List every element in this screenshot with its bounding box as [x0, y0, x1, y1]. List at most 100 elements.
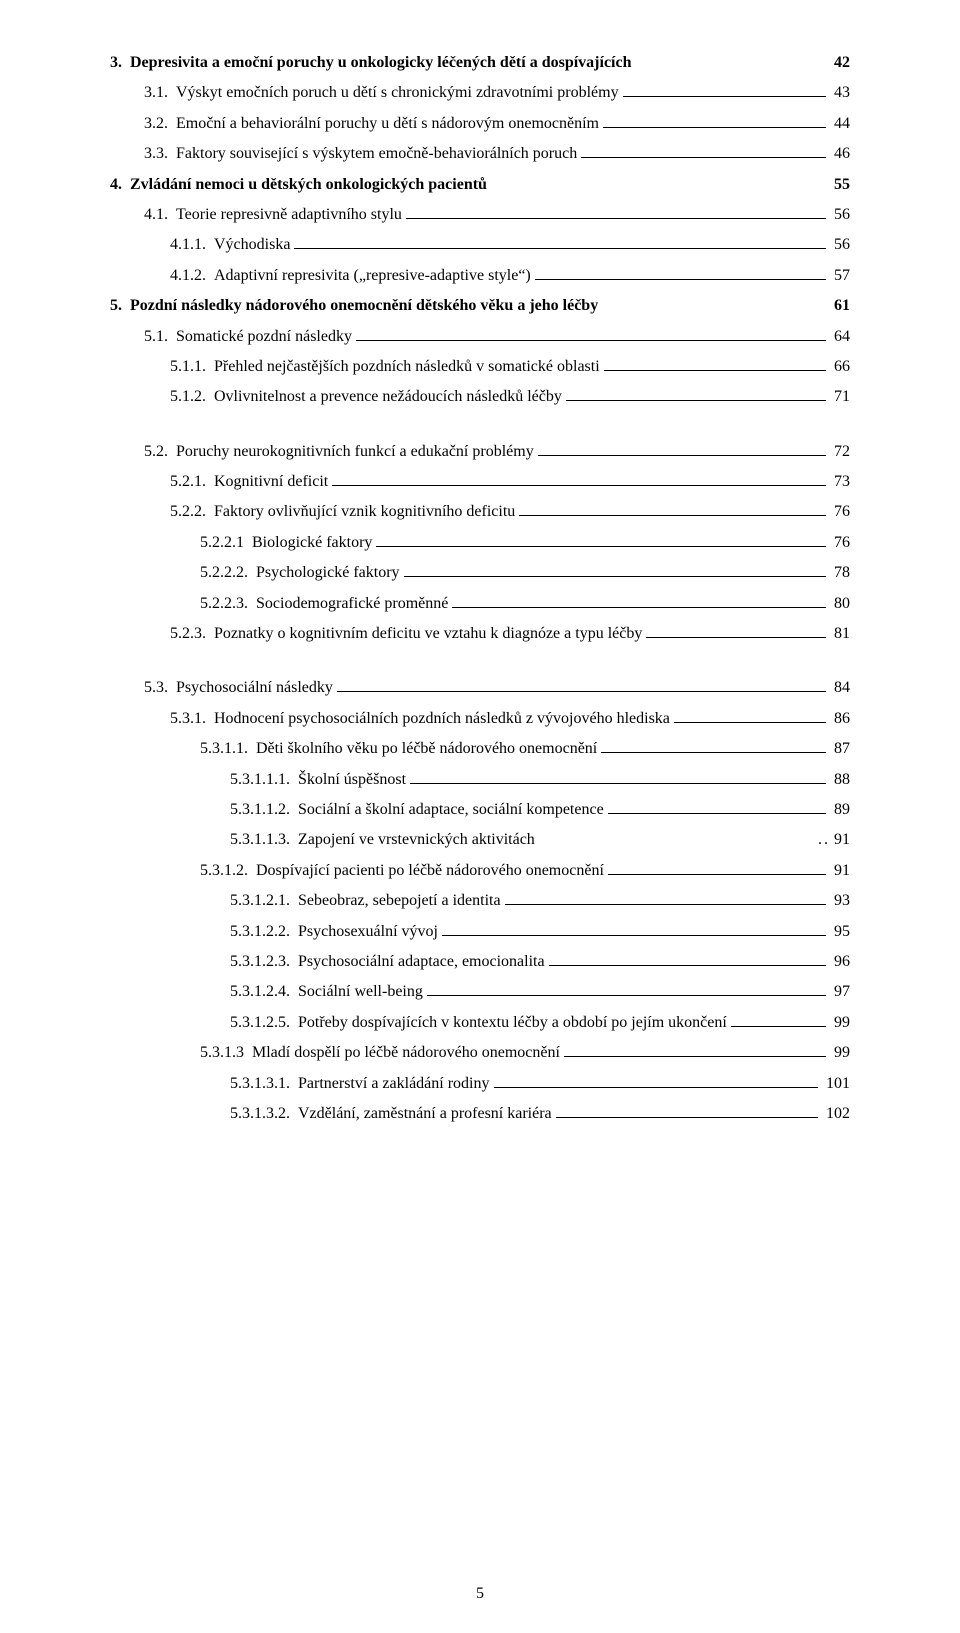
toc-leader — [406, 209, 826, 219]
toc-entry-page: 46 — [830, 139, 850, 169]
toc-leader — [674, 713, 826, 723]
toc-entry-title: Psychologické faktory — [256, 558, 400, 588]
toc-entry: 5.3.1.2.2.Psychosexuální vývoj95 — [110, 917, 850, 947]
toc-leader — [538, 446, 826, 456]
toc-entry-number: 5.2.3. — [170, 619, 214, 649]
toc-entry-number: 5.3.1.2.1. — [230, 886, 298, 916]
toc-entry: 5.3.1.2.Dospívající pacienti po léčbě ná… — [110, 856, 850, 886]
toc-leader — [604, 361, 826, 371]
toc-entry-page: 84 — [830, 673, 850, 703]
toc-entry-number: 5.3.1.1.2. — [230, 795, 298, 825]
toc-entry: 5.3.1.2.5.Potřeby dospívajících v kontex… — [110, 1008, 850, 1038]
toc-entry-page: 73 — [830, 467, 850, 497]
toc-entry: 4.1.2.Adaptivní represivita („represive-… — [110, 261, 850, 291]
toc-leader — [646, 628, 826, 638]
toc-entry-title: Sociodemografické proměnné — [256, 589, 448, 619]
toc-entry: 5.1.1.Přehled nejčastějších pozdních nás… — [110, 352, 850, 382]
toc-entry-number: 5.2. — [144, 437, 176, 467]
toc-entry-page: 97 — [830, 977, 850, 1007]
toc-leader — [566, 392, 826, 402]
toc-entry-number: 4.1. — [144, 200, 176, 230]
toc-entry: 5.2.2.3.Sociodemografické proměnné80 — [110, 589, 850, 619]
toc-entry-page: 95 — [830, 917, 850, 947]
toc-entry-page: 44 — [830, 109, 850, 139]
toc-entry: 5.3.1.1.2.Sociální a školní adaptace, so… — [110, 795, 850, 825]
toc-entry-page: 76 — [830, 528, 850, 558]
toc-entry: 3.Depresivita a emoční poruchy u onkolog… — [110, 48, 850, 78]
toc-entry-page: 71 — [830, 382, 850, 412]
toc-entry-title: Emoční a behaviorální poruchy u dětí s n… — [176, 109, 599, 139]
toc-entry: 4.1.Teorie represivně adaptivního stylu 5… — [110, 200, 850, 230]
toc-entry: 5.3.1.1.1.Školní úspěšnost88 — [110, 765, 850, 795]
toc-leader — [294, 240, 826, 250]
toc-list: 3.Depresivita a emoční poruchy u onkolog… — [110, 48, 850, 1129]
toc-leader — [491, 180, 826, 189]
toc-leader — [535, 270, 826, 280]
toc-entry-number: 5.3.1.3 — [200, 1038, 252, 1068]
toc-entry-title: Poruchy neurokognitivních funkcí a eduka… — [176, 437, 534, 467]
toc-entry-number: 5.3.1.2. — [200, 856, 256, 886]
toc-leader — [332, 476, 826, 486]
toc-entry-page: 64 — [830, 322, 850, 352]
toc-entry: 4.1.1.Východiska56 — [110, 230, 850, 260]
toc-entry-title: Psychosociální adaptace, emocionalita — [298, 947, 545, 977]
toc-entry-title: Přehled nejčastějších pozdních následků … — [214, 352, 600, 382]
toc-entry: 5.1.2.Ovlivnitelnost a prevence nežádouc… — [110, 382, 850, 412]
toc-entry-number: 4.1.1. — [170, 230, 214, 260]
toc-entry-number: 4.1.2. — [170, 261, 214, 291]
toc-entry-title: Teorie represivně adaptivního stylu — [176, 200, 402, 230]
toc-entry-number: 5.2.2. — [170, 497, 214, 527]
toc-entry-title: Poznatky o kognitivním deficitu ve vztah… — [214, 619, 642, 649]
toc-entry-title: Dospívající pacienti po léčbě nádorového… — [256, 856, 604, 886]
toc-entry-number: 4. — [110, 170, 130, 200]
toc-entry-number: 5.2.1. — [170, 467, 214, 497]
toc-leader — [556, 1108, 818, 1118]
toc-entry-number: 3.3. — [144, 139, 176, 169]
toc-entry: 3.1.Výskyt emočních poruch u dětí s chro… — [110, 78, 850, 108]
toc-entry-number: 5.1.2. — [170, 382, 214, 412]
toc-leader — [519, 507, 826, 517]
toc-entry-page: 43 — [830, 78, 850, 108]
toc-entry-number: 5.3.1.1.3. — [230, 825, 298, 855]
toc-entry-title: Psychosexuální vývoj — [298, 917, 438, 947]
toc-entry-title: Depresivita a emoční poruchy u onkologic… — [130, 48, 631, 78]
toc-leader — [442, 926, 826, 936]
toc-leader — [602, 301, 826, 310]
toc-leader — [404, 567, 826, 577]
toc-entry-title: Somatické pozdní následky — [176, 322, 352, 352]
toc-entry: 5.2.1.Kognitivní deficit73 — [110, 467, 850, 497]
toc-entry-number: 5.3.1.3.2. — [230, 1099, 298, 1129]
toc-entry: 5.2.Poruchy neurokognitivních funkcí a e… — [110, 437, 850, 467]
toc-entry: 5.Pozdní následky nádorového onemocnění … — [110, 291, 850, 321]
toc-entry: 5.2.2.Faktory ovlivňující vznik kognitiv… — [110, 497, 850, 527]
toc-entry-title: Faktory ovlivňující vznik kognitivního d… — [214, 497, 515, 527]
toc-entry-page: 99 — [830, 1008, 850, 1038]
toc-entry: 5.3.1.3.2.Vzdělání, zaměstnání a profesn… — [110, 1099, 850, 1129]
toc-entry-title: Mladí dospělí po léčbě nádorového onemoc… — [252, 1038, 560, 1068]
toc-entry-page: 56 — [830, 200, 850, 230]
toc-entry-page: 89 — [830, 795, 850, 825]
toc-entry-title: Výskyt emočních poruch u dětí s chronick… — [176, 78, 619, 108]
toc-leader — [549, 956, 826, 966]
toc-entry-number: 5.2.2.3. — [200, 589, 256, 619]
toc-entry-number: 5. — [110, 291, 130, 321]
toc-entry-page: 72 — [830, 437, 850, 467]
toc-entry-title: Adaptivní represivita („represive-adapti… — [214, 261, 531, 291]
toc-entry-page: 81 — [830, 619, 850, 649]
toc-leader — [608, 865, 826, 875]
toc-gap — [110, 649, 850, 673]
toc-entry: 5.2.2.2.Psychologické faktory78 — [110, 558, 850, 588]
toc-entry-number: 3. — [110, 48, 130, 78]
toc-entry-number: 5.1. — [144, 322, 176, 352]
toc-entry: 3.3.Faktory související s výskytem emočn… — [110, 139, 850, 169]
toc-entry-page: 66 — [830, 352, 850, 382]
toc-entry-page: 76 — [830, 497, 850, 527]
toc-entry: 5.3.1.2.4.Sociální well-being97 — [110, 977, 850, 1007]
toc-entry-number: 5.3.1.1.1. — [230, 765, 298, 795]
toc-entry-title: Sociální well-being — [298, 977, 423, 1007]
toc-leader — [337, 683, 826, 693]
toc-leader — [731, 1017, 826, 1027]
toc-entry-page: 42 — [830, 48, 850, 78]
toc-entry-title: Východiska — [214, 230, 290, 260]
toc-entry-title: Vzdělání, zaměstnání a profesní kariéra — [298, 1099, 552, 1129]
